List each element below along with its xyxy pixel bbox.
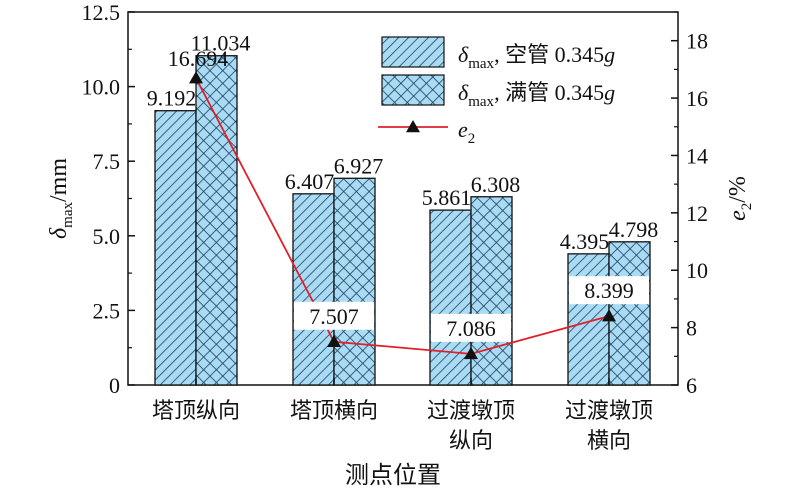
left-axis-title: δmax/mm (46, 158, 76, 239)
bar-full-pipe-3 (470, 196, 513, 386)
bar-value-label: 4.395 (560, 229, 610, 254)
right-tick-label: 14 (686, 143, 708, 168)
bar-empty-pipe-4 (567, 253, 610, 386)
left-tick-label: 2.5 (93, 298, 121, 323)
x-category-label: 过渡墩顶 (427, 398, 515, 423)
legend-swatch-2 (381, 74, 445, 106)
left-tick-label: 5.0 (93, 224, 121, 249)
left-axis: 0 2.5 5.0 7.5 10.0 12.5 δmax/mm (46, 0, 135, 398)
bar-empty-pipe-1 (154, 110, 197, 386)
bar-value-label: 11.034 (191, 31, 251, 56)
legend-label-1: δmax, 空管 0.345g (458, 42, 615, 72)
right-tick-label: 8 (686, 316, 697, 341)
right-tick-label: 16 (686, 86, 708, 111)
e2-label-box (294, 301, 374, 330)
bar-value-label: 9.192 (147, 86, 197, 111)
e2-label-box (431, 313, 511, 342)
bar-value-label: 6.308 (471, 172, 521, 197)
bar-empty-pipe-2 (292, 193, 335, 386)
right-axis-title: e2/% (725, 176, 755, 221)
right-tick-label: 6 (686, 373, 697, 398)
x-axis-title: 测点位置 (345, 462, 441, 489)
e2-value-label: 7.086 (446, 316, 496, 341)
legend-label-3: e2 (458, 117, 475, 147)
x-category-label: 塔顶纵向 (152, 398, 240, 423)
left-tick-label: 7.5 (93, 149, 121, 174)
bar-full-pipe-1 (195, 55, 238, 386)
e2-value-label: 8.399 (584, 278, 634, 303)
x-category-label: 横向 (587, 428, 631, 453)
e2-marker (602, 309, 616, 322)
e2-value-label: 7.507 (309, 304, 359, 329)
bar-value-label: 6.407 (285, 169, 335, 194)
bar-value-label: 5.861 (422, 185, 472, 210)
bars-layer: 9.192 6.407 5.861 4.395 11.034 6.927 6.308 4.79… (147, 31, 659, 386)
left-tick-label: 10.0 (82, 75, 121, 100)
bar-full-pipe-2 (333, 177, 376, 386)
left-tick-label: 12.5 (82, 0, 121, 25)
e2-line-layer: 16.694 7.507 7.086 8.399 (168, 46, 649, 360)
e2-label-box (569, 276, 649, 305)
legend: δmax, 空管 0.345g δmax, 满管 0.345g e2 (378, 36, 615, 147)
right-axis: 6 8 10 12 14 16 18 e2/% (671, 11, 755, 398)
bar-full-pipe-4 (608, 241, 651, 386)
legend-label-2: δmax, 满管 0.345g (458, 80, 615, 110)
e2-value-label: 16.694 (168, 46, 229, 71)
e2-marker (464, 346, 478, 360)
legend-swatch-1 (381, 36, 445, 68)
e2-marker (189, 71, 203, 84)
x-category-label: 纵向 (449, 428, 493, 453)
bar-value-label: 4.798 (609, 217, 659, 242)
legend-marker (406, 120, 420, 133)
e2-marker (327, 334, 341, 348)
left-tick-label: 0 (109, 373, 120, 398)
e2-line (195, 77, 610, 355)
x-category-label: 过渡墩顶 (565, 398, 653, 423)
right-tick-label: 18 (686, 29, 708, 54)
right-tick-label: 12 (686, 201, 708, 226)
x-category-label: 塔顶横向 (290, 398, 378, 423)
bar-value-label: 6.927 (334, 153, 384, 178)
right-tick-label: 10 (686, 258, 708, 283)
